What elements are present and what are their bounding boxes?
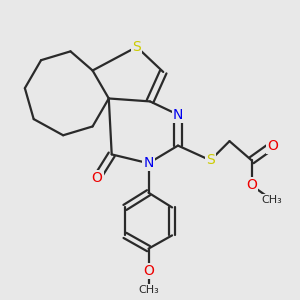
Text: CH₃: CH₃	[262, 195, 283, 205]
Text: N: N	[173, 108, 183, 122]
Text: O: O	[246, 178, 257, 192]
Text: N: N	[143, 156, 154, 170]
Text: O: O	[143, 264, 154, 278]
Text: CH₃: CH₃	[138, 285, 159, 295]
Text: O: O	[92, 171, 102, 185]
Text: S: S	[206, 153, 215, 167]
Text: O: O	[267, 139, 278, 153]
Text: S: S	[132, 40, 141, 54]
